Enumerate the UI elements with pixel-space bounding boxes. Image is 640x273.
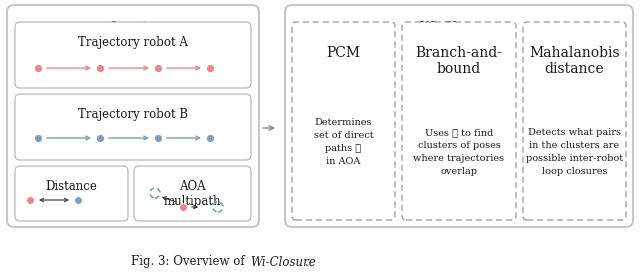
Text: Trajectory robot B: Trajectory robot B <box>78 108 188 121</box>
Text: Distance: Distance <box>45 180 97 193</box>
FancyBboxPatch shape <box>15 22 251 88</box>
FancyBboxPatch shape <box>134 166 251 221</box>
Text: Determines
set of direct
paths ℛ
in AOA: Determines set of direct paths ℛ in AOA <box>314 118 373 166</box>
FancyBboxPatch shape <box>15 94 251 160</box>
FancyBboxPatch shape <box>402 22 516 220</box>
Text: Uses ℛ to find
clusters of poses
where trajectories
overlap: Uses ℛ to find clusters of poses where t… <box>413 128 504 176</box>
Text: Wi-Closure: Wi-Closure <box>250 256 316 269</box>
Text: AOA
multipath: AOA multipath <box>164 180 221 208</box>
FancyBboxPatch shape <box>7 5 259 227</box>
Text: Wi-Closure: Wi-Closure <box>420 21 498 35</box>
Text: PCM: PCM <box>326 46 360 60</box>
Text: Detects what pairs
in the clusters are
possible inter-robot
loop closures: Detects what pairs in the clusters are p… <box>526 128 623 176</box>
Text: Fig. 3: Overview of: Fig. 3: Overview of <box>131 256 248 269</box>
Text: .: . <box>305 256 308 269</box>
FancyBboxPatch shape <box>285 5 633 227</box>
Text: Trajectory robot A: Trajectory robot A <box>78 36 188 49</box>
FancyBboxPatch shape <box>15 166 128 221</box>
FancyBboxPatch shape <box>523 22 626 220</box>
Text: Branch-and-
bound: Branch-and- bound <box>415 46 502 76</box>
Text: Mahalanobis
distance: Mahalanobis distance <box>529 46 620 76</box>
FancyBboxPatch shape <box>292 22 395 220</box>
Text: Inputs: Inputs <box>111 21 156 35</box>
